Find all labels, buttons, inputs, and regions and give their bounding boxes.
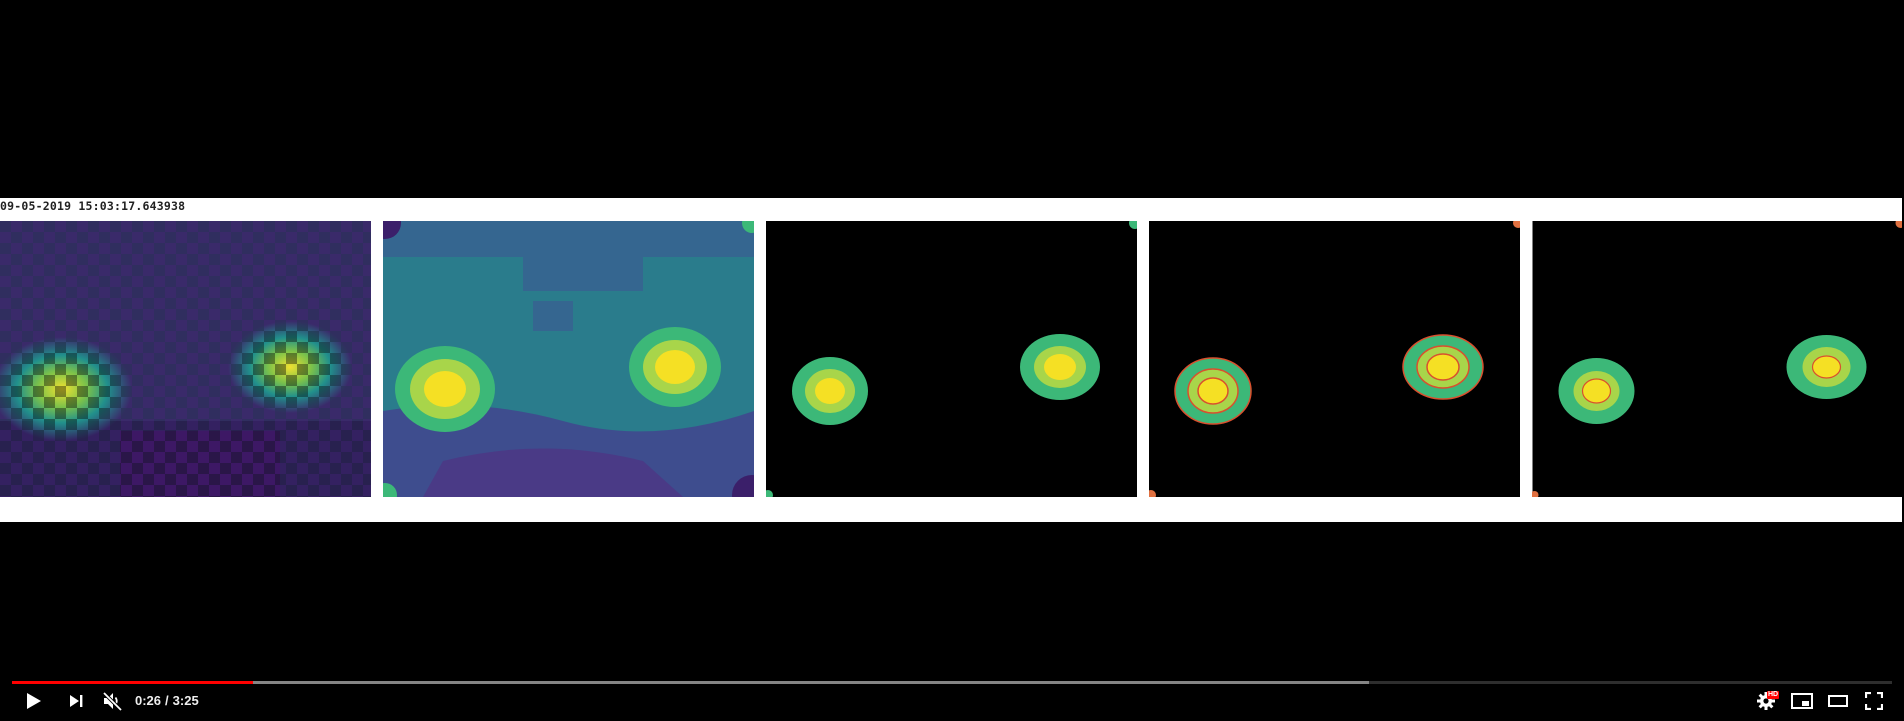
hd-badge: HD	[1767, 691, 1779, 699]
video-frame: 09-05-2019 15:03:17.643938	[0, 198, 1902, 522]
next-button[interactable]	[58, 684, 94, 718]
next-icon	[68, 693, 84, 709]
volume-muted-icon	[101, 690, 123, 712]
time-total: 3:25	[173, 693, 199, 708]
frame-timestamp: 09-05-2019 15:03:17.643938	[0, 198, 185, 214]
contoured-blobs-refined-panel	[1532, 221, 1902, 497]
theater-mode-button[interactable]	[1820, 684, 1856, 718]
time-display: 0:26 / 3:25	[135, 684, 199, 718]
checkerboard-heatmap-panel	[0, 221, 371, 497]
threshold-blobs-panel	[766, 221, 1137, 497]
contoured-blobs-panel	[1149, 221, 1520, 497]
time-separator: /	[165, 693, 169, 708]
fullscreen-icon	[1865, 692, 1883, 710]
play-icon	[26, 692, 42, 710]
play-button[interactable]	[16, 684, 52, 718]
player-controls: 0:26 / 3:25 HD	[0, 684, 1904, 721]
settings-button[interactable]: HD	[1748, 684, 1784, 718]
theater-mode-icon	[1828, 695, 1848, 707]
smoothed-heatmap-panel	[383, 221, 754, 497]
time-current: 0:26	[135, 693, 161, 708]
miniplayer-button[interactable]	[1784, 684, 1820, 718]
mute-button[interactable]	[94, 684, 130, 718]
fullscreen-button[interactable]	[1856, 684, 1892, 718]
miniplayer-icon	[1791, 693, 1813, 709]
